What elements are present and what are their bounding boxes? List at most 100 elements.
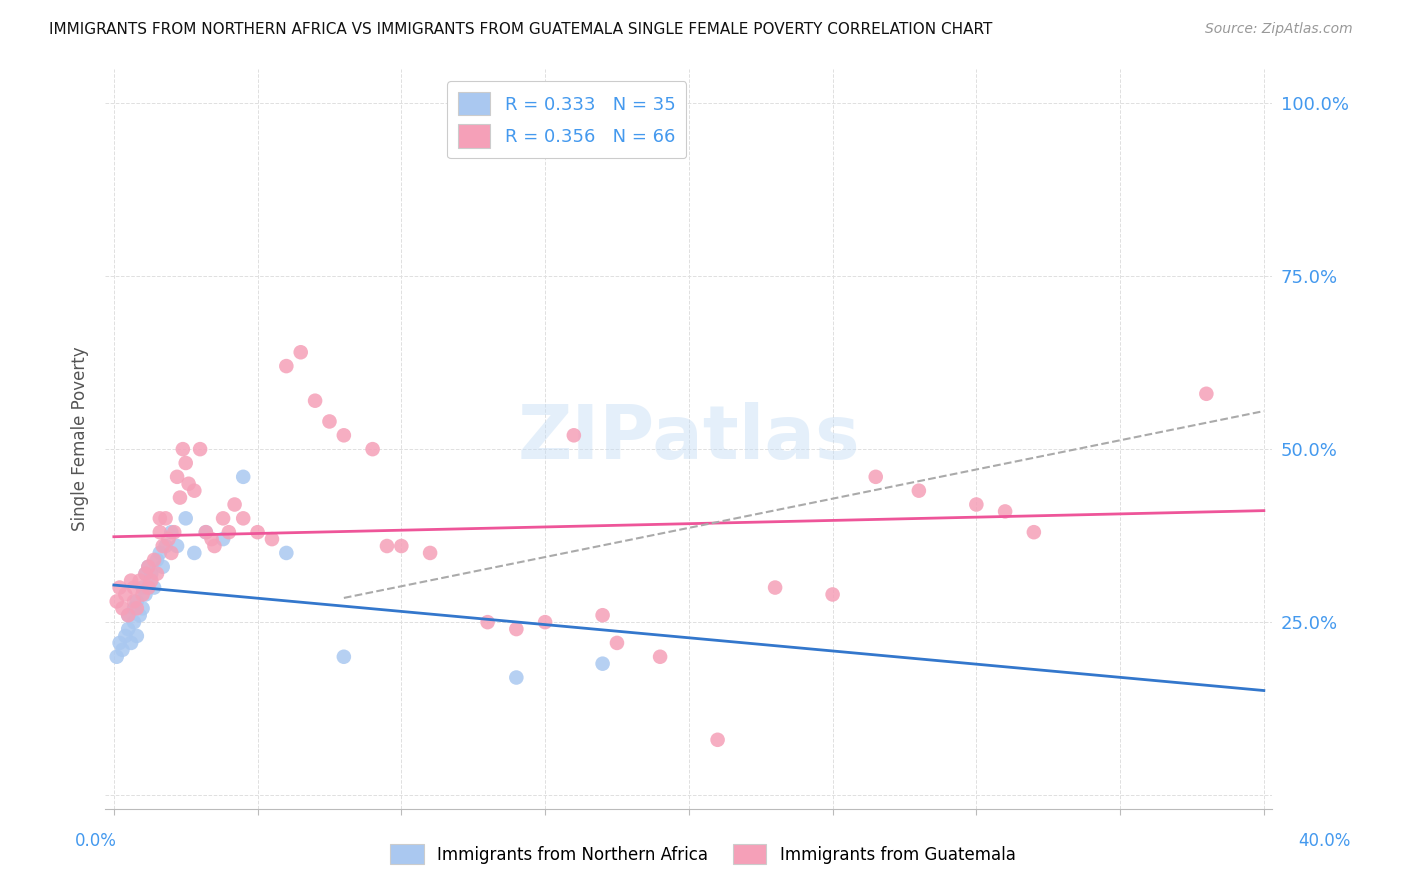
Point (131, 587, 153, 601)
Point (212, 532, 235, 546)
Point (276, 359, 298, 373)
Point (149, 525, 172, 540)
Point (166, 539, 188, 553)
Point (260, 532, 283, 546)
Point (592, 657, 614, 671)
Point (763, 581, 786, 595)
Point (389, 539, 412, 553)
Point (224, 498, 246, 512)
Point (155, 539, 177, 553)
Point (200, 532, 222, 546)
Point (134, 587, 156, 601)
Text: 40.0%: 40.0% (1298, 831, 1351, 849)
Point (194, 525, 217, 540)
Point (149, 546, 172, 560)
Point (155, 511, 177, 525)
Point (505, 622, 527, 636)
Point (232, 511, 254, 525)
Point (125, 601, 148, 615)
Point (169, 491, 191, 505)
Text: ZIPatlas: ZIPatlas (517, 402, 860, 475)
Point (157, 532, 180, 546)
Y-axis label: Single Female Poverty: Single Female Poverty (72, 346, 89, 531)
Point (534, 615, 557, 629)
Text: Source: ZipAtlas.com: Source: ZipAtlas.com (1205, 22, 1353, 37)
Point (821, 587, 844, 601)
Point (194, 525, 217, 540)
Point (304, 393, 326, 408)
Point (117, 622, 139, 636)
Point (908, 483, 931, 498)
Point (172, 442, 194, 457)
Point (994, 504, 1017, 518)
Point (105, 594, 128, 608)
Point (447, 130, 470, 145)
Point (152, 539, 174, 553)
Point (188, 442, 211, 457)
Legend: Immigrants from Northern Africa, Immigrants from Guatemala: Immigrants from Northern Africa, Immigra… (384, 838, 1022, 871)
Point (122, 581, 145, 595)
Point (477, 615, 499, 629)
Point (111, 601, 134, 615)
Point (204, 539, 226, 553)
Point (290, 345, 312, 359)
Point (141, 566, 163, 581)
Point (108, 581, 131, 595)
Point (174, 456, 197, 470)
Point (138, 559, 160, 574)
Point (117, 608, 139, 623)
Point (146, 566, 169, 581)
Point (108, 636, 131, 650)
Point (134, 566, 156, 581)
Point (318, 414, 340, 428)
Point (138, 581, 160, 595)
Point (333, 649, 356, 664)
Point (122, 594, 145, 608)
Point (128, 608, 150, 623)
Point (218, 525, 240, 540)
Text: IMMIGRANTS FROM NORTHERN AFRICA VS IMMIGRANTS FROM GUATEMALA SINGLE FEMALE POVER: IMMIGRANTS FROM NORTHERN AFRICA VS IMMIG… (49, 22, 993, 37)
Point (160, 546, 183, 560)
Point (120, 574, 142, 588)
Point (419, 546, 441, 560)
Text: 0.0%: 0.0% (75, 831, 117, 849)
Point (232, 470, 254, 484)
Point (149, 511, 172, 525)
Point (333, 428, 356, 442)
Point (138, 581, 160, 595)
Point (174, 511, 197, 525)
Point (131, 601, 153, 615)
Point (1195, 386, 1218, 401)
Point (606, 636, 628, 650)
Point (183, 546, 205, 560)
Point (125, 594, 148, 608)
Point (117, 608, 139, 623)
Point (143, 553, 166, 567)
Point (648, 649, 671, 664)
Point (105, 649, 128, 664)
Point (177, 476, 200, 491)
Point (138, 559, 160, 574)
Point (276, 546, 298, 560)
Point (125, 629, 148, 643)
Point (592, 608, 614, 623)
Point (212, 511, 235, 525)
Point (1022, 525, 1045, 540)
Point (361, 442, 384, 457)
Point (505, 671, 527, 685)
Point (160, 525, 183, 540)
Point (865, 470, 887, 484)
Point (128, 574, 150, 588)
Point (134, 566, 156, 581)
Point (166, 470, 188, 484)
Point (152, 559, 174, 574)
Point (120, 636, 142, 650)
Point (122, 601, 145, 615)
Point (562, 428, 585, 442)
Point (965, 498, 987, 512)
Point (143, 581, 166, 595)
Point (122, 615, 145, 629)
Point (183, 483, 205, 498)
Point (163, 525, 186, 540)
Point (146, 553, 169, 567)
